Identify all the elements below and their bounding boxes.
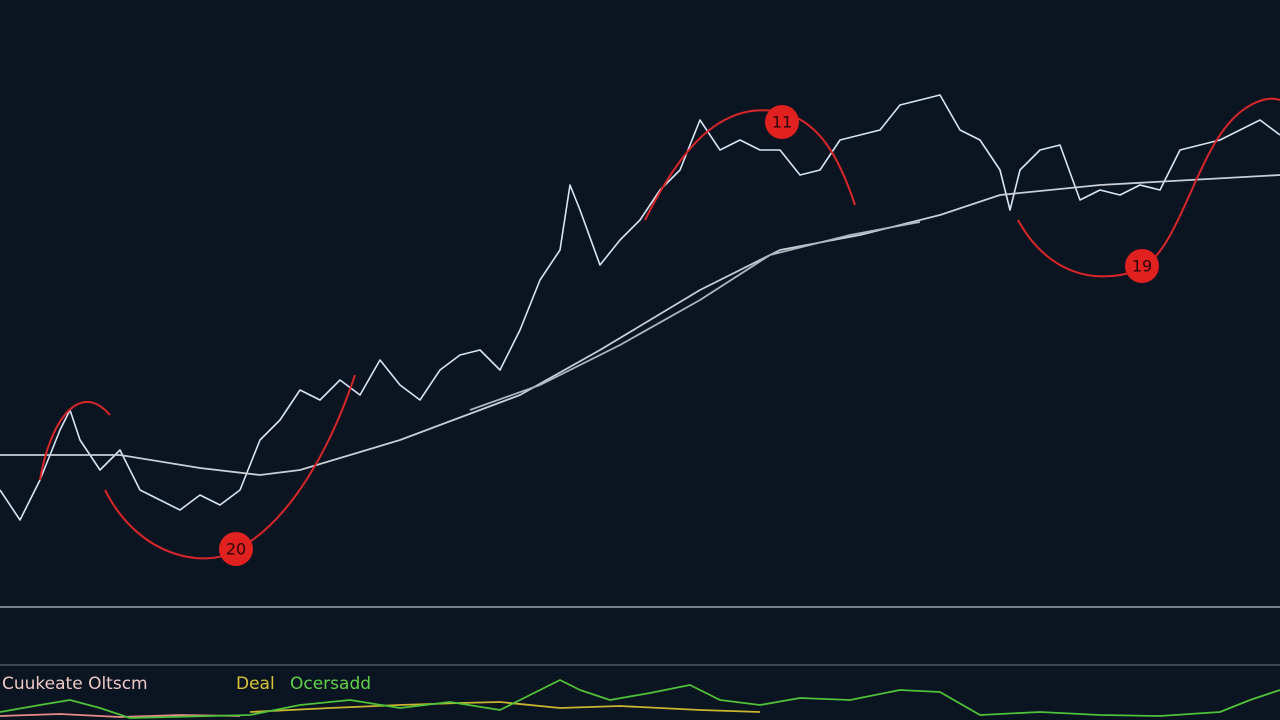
legend-label: Deal — [236, 674, 275, 694]
series-line — [249, 701, 761, 713]
legend-label: Cuukeate Oltscm — [2, 674, 148, 694]
annotation-label: 11 — [772, 113, 792, 132]
legend: Cuukeate Oltscm Deal Ocersadd — [2, 674, 371, 694]
annotation-badges: 11 19 20 — [219, 105, 1159, 566]
series-line — [0, 174, 1280, 476]
series-line — [0, 713, 241, 718]
annotation-arc — [1017, 97, 1280, 278]
annotation-badge — [1125, 249, 1159, 283]
legend-label: Ocersadd — [290, 674, 371, 694]
plot-area — [0, 94, 1280, 719]
series-line — [0, 94, 1280, 521]
annotation-label: 19 — [1132, 257, 1152, 276]
annotation-badge — [765, 105, 799, 139]
series-line — [469, 221, 921, 411]
annotation-badge — [219, 532, 253, 566]
annotation-label: 20 — [226, 540, 246, 559]
series-line — [0, 679, 1280, 719]
annotation-arc — [39, 401, 111, 481]
